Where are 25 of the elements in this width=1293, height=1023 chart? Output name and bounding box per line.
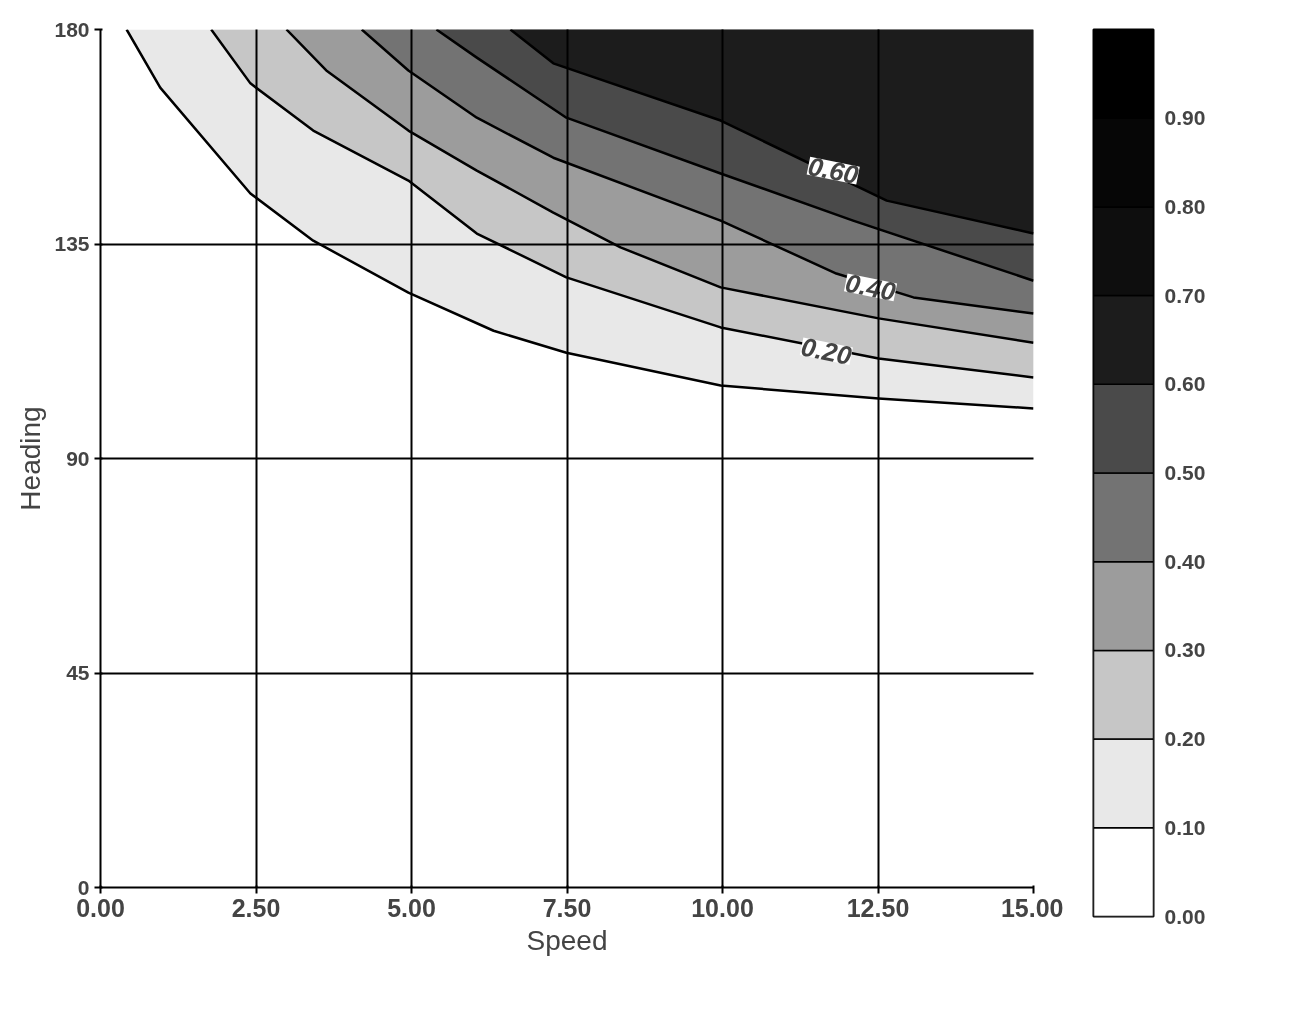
annotation: 0.60 — [805, 150, 862, 191]
y-tick-label: 0 — [77, 875, 90, 899]
color-bar-label: 0.30 — [1164, 638, 1206, 662]
y-axis-title: Heading — [15, 406, 47, 511]
x-tick-label: 10.00 — [691, 893, 754, 922]
color-bar-label: 0.20 — [1164, 727, 1206, 751]
x-tick-label: 12.50 — [846, 893, 910, 922]
x-tick-label: 5.00 — [387, 893, 436, 922]
annotation: 0.20 — [798, 331, 855, 372]
y-tick-label: 45 — [66, 661, 90, 684]
color-bar-label: 0.10 — [1164, 815, 1206, 839]
x-tick-label: 2.50 — [231, 893, 281, 922]
y-tick-label: 135 — [54, 232, 90, 255]
color-bar-label: 0.60 — [1164, 372, 1206, 396]
x-tick-label: 15.00 — [1000, 893, 1064, 922]
color-bar-label: 0.90 — [1164, 106, 1206, 130]
y-tick-label: 180 — [54, 17, 90, 41]
annotation: 0.40 — [842, 267, 899, 308]
color-bar-label: 0.40 — [1164, 549, 1206, 573]
color-bar-label: 0.70 — [1164, 283, 1206, 307]
y-tick-label: 90 — [66, 446, 90, 470]
x-tick-label: 7.50 — [542, 893, 592, 922]
color-bar-label: 0.50 — [1164, 461, 1206, 484]
color-bar-label: 0.80 — [1164, 194, 1206, 218]
x-axis-title: Speed — [526, 924, 608, 956]
